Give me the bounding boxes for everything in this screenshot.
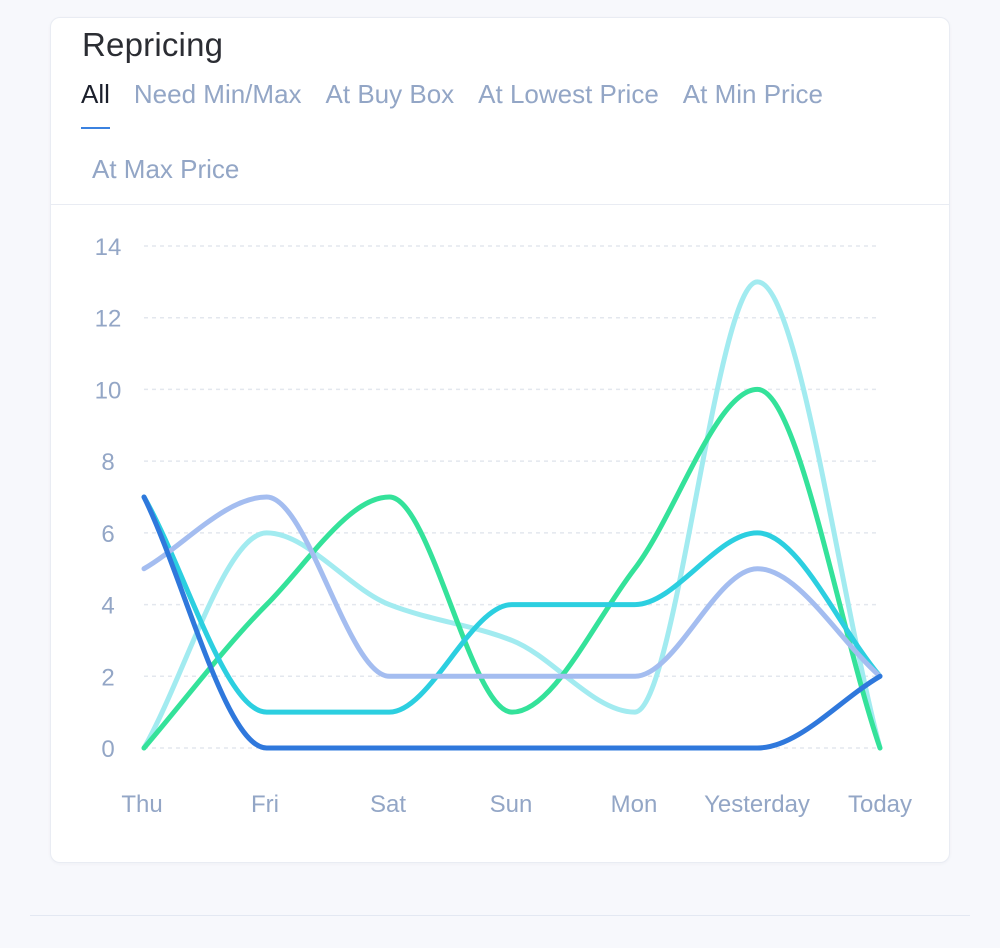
x-tick-label: Fri (251, 791, 279, 818)
series-line-3 (141, 494, 883, 715)
y-tick-label: 10 (95, 377, 122, 404)
tab-all[interactable]: All (81, 76, 110, 129)
series-line-5 (141, 494, 883, 751)
x-tick-label: Yesterday (704, 791, 810, 818)
x-tick-label: Sun (490, 791, 533, 818)
y-tick-label: 4 (101, 593, 114, 620)
series-line-1 (141, 279, 883, 751)
series-line-2 (141, 386, 883, 751)
y-tick-label: 2 (101, 664, 114, 691)
y-axis-ticks: 0 2 4 6 8 10 12 14 (95, 234, 122, 763)
series-line-4 (141, 494, 883, 679)
x-tick-label: Today (848, 791, 912, 818)
repricing-card: Repricing All Need Min/Max At Buy Box At… (50, 17, 950, 863)
repricing-line-chart: 0 2 4 6 8 10 12 14 Thu Fri Sat Sun Mon Yesterday Toda… (95, 234, 912, 818)
x-tick-label: Thu (121, 791, 162, 818)
y-tick-label: 8 (101, 449, 114, 476)
tab-need-min-max[interactable]: Need Min/Max (133, 79, 302, 109)
y-tick-label: 6 (101, 521, 114, 548)
tab-at-min-price[interactable]: At Min Price (682, 79, 823, 109)
series-lines (141, 279, 883, 751)
y-tick-label: 12 (95, 306, 122, 333)
y-tick-label: 14 (95, 234, 122, 261)
y-tick-label: 0 (101, 736, 114, 763)
tab-at-max-price[interactable]: At Max Price (92, 154, 240, 184)
x-axis-ticks: Thu Fri Sat Sun Mon Yesterday Today (121, 791, 912, 818)
card-title: Repricing (82, 26, 224, 63)
x-tick-label: Sat (370, 791, 406, 818)
filter-tabs: All Need Min/Max At Buy Box At Lowest Pr… (81, 76, 921, 187)
card-header: Repricing All Need Min/Max At Buy Box At… (51, 18, 949, 205)
section-divider (30, 915, 970, 916)
tab-at-buy-box[interactable]: At Buy Box (325, 79, 455, 109)
x-tick-label: Mon (611, 791, 658, 818)
tab-at-lowest-price[interactable]: At Lowest Price (478, 79, 659, 109)
